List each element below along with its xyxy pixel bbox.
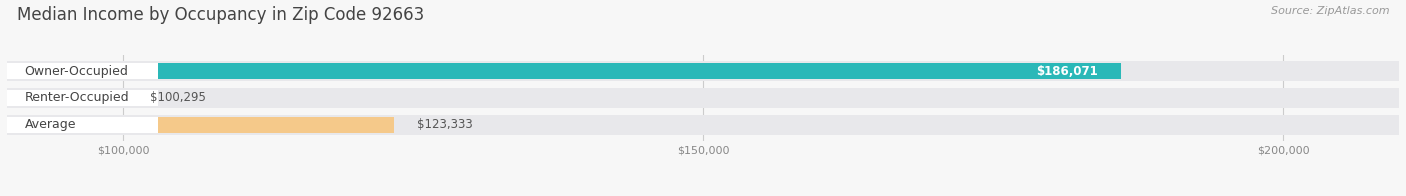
Text: Owner-Occupied: Owner-Occupied — [24, 64, 128, 78]
Bar — [0, 117, 157, 133]
Bar — [0, 90, 157, 106]
Text: Source: ZipAtlas.com: Source: ZipAtlas.com — [1271, 6, 1389, 16]
Text: Median Income by Occupancy in Zip Code 92663: Median Income by Occupancy in Zip Code 9… — [17, 6, 425, 24]
Bar — [7, 90, 127, 106]
Bar — [7, 117, 394, 133]
Text: $123,333: $123,333 — [416, 118, 472, 132]
Text: $100,295: $100,295 — [149, 92, 205, 104]
Text: Renter-Occupied: Renter-Occupied — [24, 92, 129, 104]
Bar — [7, 88, 1399, 108]
Bar — [7, 63, 1122, 79]
Bar — [0, 63, 157, 79]
Bar — [7, 115, 1399, 135]
Text: Average: Average — [24, 118, 76, 132]
Text: $186,071: $186,071 — [1036, 64, 1098, 78]
Bar — [7, 61, 1399, 81]
